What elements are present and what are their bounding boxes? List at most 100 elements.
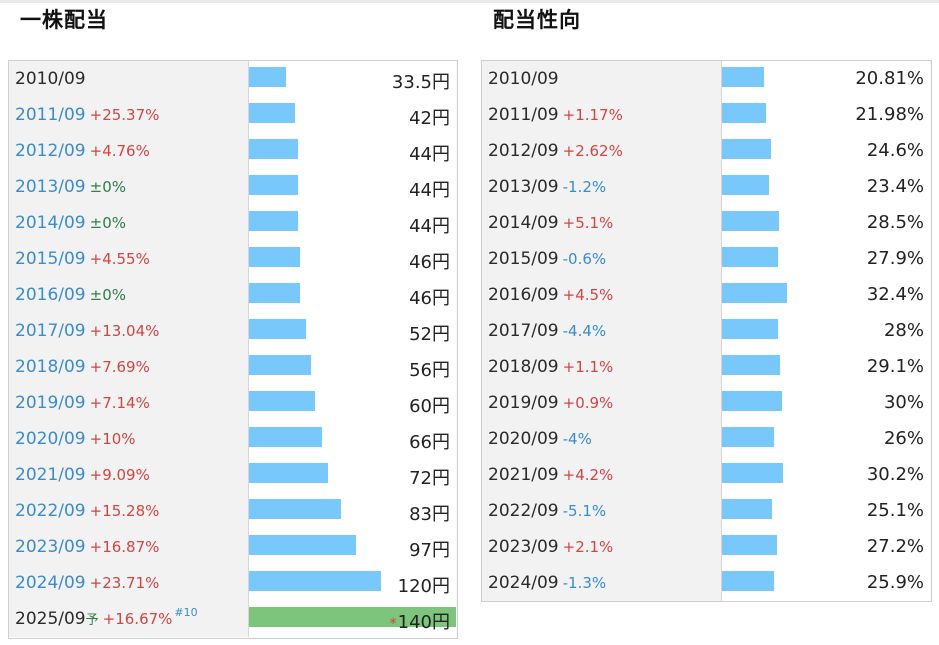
value-bar [249,103,296,123]
year-label: 2022/09 -5.1% [488,501,606,521]
value-cell: 27.9% [722,241,930,277]
value-bar [249,463,329,483]
value-bar [249,391,316,411]
year-label: 2016/09 +4.5% [488,285,613,305]
value-label: 21.98% [855,104,924,125]
value-cell: 32.4% [722,277,930,313]
value-bar [249,355,311,375]
table-row: 2010/09 33.5円 [9,61,456,98]
change-percent: -0.6% [562,250,607,268]
table-row: 2021/09 +4.2% 30.2% [482,457,930,494]
value-label: 44円 [409,176,450,202]
change-percent: +7.14% [89,394,150,412]
value-text: 30.2% [866,464,924,485]
value-label: 83円 [409,500,450,526]
value-label: 120円 [398,572,450,598]
change-percent: ±0% [89,286,126,304]
value-cell: 28.5% [722,205,930,241]
table-row: 2014/09 +5.1% 28.5% [482,205,930,242]
payout-ratio-title: 配当性向 [493,8,581,32]
value-bar [249,427,322,447]
fiscal-year[interactable]: 2014/09 [15,213,86,233]
fiscal-year: 2012/09 [488,141,559,161]
value-bar [722,283,787,303]
value-bar [249,175,298,195]
value-text: 26% [883,428,924,449]
table-row: 2025/09予 +16.67% #10 *140円 [9,601,456,637]
change-percent: +5.1% [562,214,614,232]
year-label: 2013/09 ±0% [15,177,126,197]
year-label: 2010/09 [488,69,559,89]
fiscal-year[interactable]: 2015/09 [15,249,86,269]
value-label: 24.6% [867,140,924,161]
value-text: 20.81% [855,68,924,89]
value-bar [722,175,769,195]
reference-link[interactable]: #10 [174,606,198,619]
fiscal-year[interactable]: 2017/09 [15,321,86,341]
value-cell: 60円 [249,385,456,421]
table-row: 2016/09 +4.5% 32.4% [482,277,930,314]
fiscal-year[interactable]: 2020/09 [15,429,86,449]
value-label: 33.5円 [392,68,450,94]
fiscal-year[interactable]: 2012/09 [15,141,86,161]
value-text: 66円 [409,432,450,453]
value-bar [722,139,772,159]
year-cell: 2010/09 [9,61,249,97]
fiscal-year[interactable]: 2024/09 [15,573,86,593]
fiscal-year[interactable]: 2023/09 [15,537,86,557]
fiscal-year[interactable]: 2011/09 [15,105,86,125]
estimate-asterisk: * [389,616,397,632]
fiscal-year: 2011/09 [488,105,559,125]
value-text: 28.5% [866,212,924,233]
year-cell: 2021/09 +9.09% [9,457,249,493]
value-text: 28% [883,320,924,341]
year-cell: 2024/09 -1.3% [482,565,722,601]
table-row: 2011/09 +1.17% 21.98% [482,97,930,134]
value-cell: 33.5円 [249,61,456,97]
value-cell: 28% [722,313,930,349]
value-bar [722,103,767,123]
year-label: 2021/09 +9.09% [15,465,150,485]
fiscal-year[interactable]: 2018/09 [15,357,86,377]
year-label: 2017/09 -4.4% [488,321,606,341]
value-label: 46円 [409,248,450,274]
value-label: 97円 [409,536,450,562]
value-text: 44円 [409,180,450,201]
table-row: 2020/09 -4% 26% [482,421,930,458]
table-row: 2022/09 -5.1% 25.1% [482,493,930,530]
payout-ratio-table: 2010/09 20.81% 2011/09 +1.17% 21.98% 2012/09 +… [481,60,932,602]
year-label: 2017/09 +13.04% [15,321,159,341]
value-text: 29.1% [866,356,924,377]
change-percent: +16.67% [102,610,173,628]
value-label: 28.5% [867,212,924,233]
fiscal-year: 2010/09 [488,69,559,89]
year-cell: 2019/09 +7.14% [9,385,249,421]
fiscal-year: 2010/09 [15,69,86,89]
year-label: 2011/09 +1.17% [488,105,623,125]
value-label: 42円 [409,104,450,130]
value-cell: 29.1% [722,349,930,385]
change-percent: +2.1% [562,538,614,556]
fiscal-year: 2022/09 [488,501,559,521]
value-cell: *140円 [249,601,456,637]
year-cell: 2023/09 +2.1% [482,529,722,565]
change-percent: +13.04% [89,322,160,340]
change-percent: +4.76% [89,142,150,160]
value-bar [249,319,307,339]
value-bar [722,571,774,591]
table-row: 2021/09 +9.09% 72円 [9,457,456,494]
fiscal-year[interactable]: 2021/09 [15,465,86,485]
fiscal-year: 2013/09 [488,177,559,197]
fiscal-year[interactable]: 2013/09 [15,177,86,197]
year-cell: 2017/09 +13.04% [9,313,249,349]
fiscal-year[interactable]: 2022/09 [15,501,86,521]
fiscal-year[interactable]: 2016/09 [15,285,86,305]
value-text: 140円 [397,612,450,633]
year-label: 2012/09 +4.76% [15,141,150,161]
value-label: 44円 [409,212,450,238]
fiscal-year[interactable]: 2019/09 [15,393,86,413]
value-text: 56円 [409,360,450,381]
fiscal-year: 2018/09 [488,357,559,377]
year-cell: 2015/09 -0.6% [482,241,722,277]
year-cell: 2018/09 +7.69% [9,349,249,385]
